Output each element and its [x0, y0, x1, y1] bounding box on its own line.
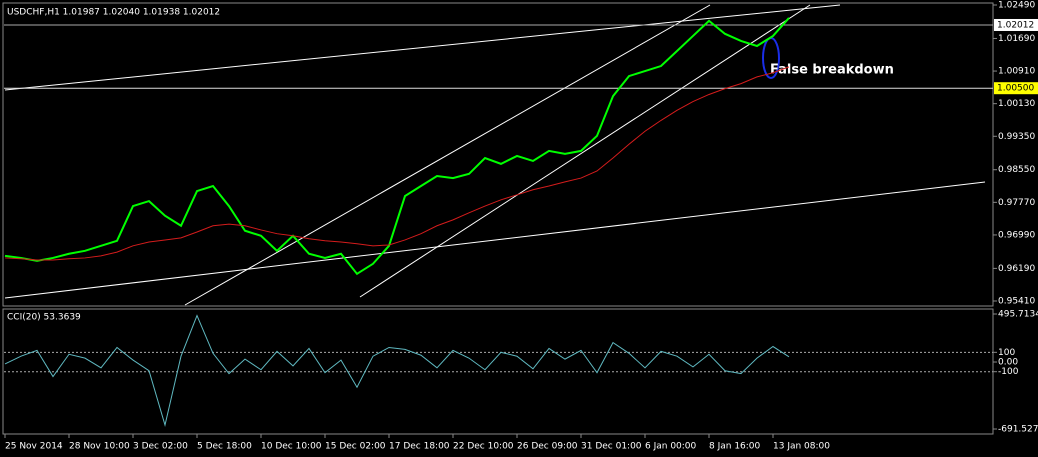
y-tick-label: 0.98550: [998, 165, 1035, 175]
y-tick-label: -691.5273: [998, 425, 1038, 435]
y-tick-label: 0.00: [998, 358, 1018, 368]
y-tick-label: -100: [998, 367, 1019, 377]
price-panel: [2, 2, 994, 307]
x-tick-label: 25 Nov 2014: [5, 442, 63, 452]
x-tick-label: 3 Dec 02:00: [133, 442, 188, 452]
trend-line: [359, 4, 811, 298]
y-tick-label: 0.96190: [998, 264, 1035, 274]
x-tick-label: 8 Jan 16:00: [709, 442, 761, 452]
x-tick-label: 28 Nov 10:00: [69, 442, 130, 452]
x-tick-label: 17 Dec 18:00: [389, 442, 450, 452]
x-tick-label: 10 Dec 10:00: [261, 442, 322, 452]
trend-line: [184, 4, 711, 306]
x-tick-label: 31 Dec 01:00: [581, 442, 642, 452]
current_price-label: 1.02012: [997, 20, 1034, 30]
x-tick-label: 6 Jan 00:00: [645, 442, 697, 452]
x-tick-label: 13 Jan 08:00: [773, 442, 830, 452]
chart-title: USDCHF,H1 1.01987 1.02040 1.01938 1.0201…: [7, 8, 220, 18]
y-tick-label: 495.7134: [998, 310, 1038, 320]
x-tick-label: 26 Dec 09:00: [517, 442, 578, 452]
y-tick-label: 100: [998, 348, 1015, 358]
y-tick-label: 1.00130: [998, 99, 1035, 109]
y-tick-label: 1.00910: [998, 67, 1035, 77]
trend-line: [4, 4, 841, 91]
annotation: False breakdown: [770, 63, 894, 78]
level-box: [994, 82, 1038, 95]
y-tick-label: 0.99350: [998, 132, 1035, 142]
y-tick-label: 1.02490: [998, 1, 1035, 11]
trend-line: [4, 181, 986, 299]
series-line: [4, 314, 790, 427]
y-tick-label: 1.01690: [998, 34, 1035, 44]
x-tick-label: 5 Dec 18:00: [197, 442, 252, 452]
level-label: 1.00500: [997, 84, 1034, 94]
series-line: [4, 66, 790, 261]
x-tick-label: 22 Dec 10:00: [453, 442, 514, 452]
y-tick-label: 0.97770: [998, 198, 1035, 208]
y-tick-label: 0.96990: [998, 230, 1035, 240]
series-line: [4, 17, 790, 276]
indicator-title: CCI(20) 53.3639: [7, 313, 81, 323]
x-tick-label: 15 Dec 02:00: [325, 442, 386, 452]
y-tick-label: 0.95410: [998, 297, 1035, 307]
current_price-box: [994, 18, 1038, 31]
